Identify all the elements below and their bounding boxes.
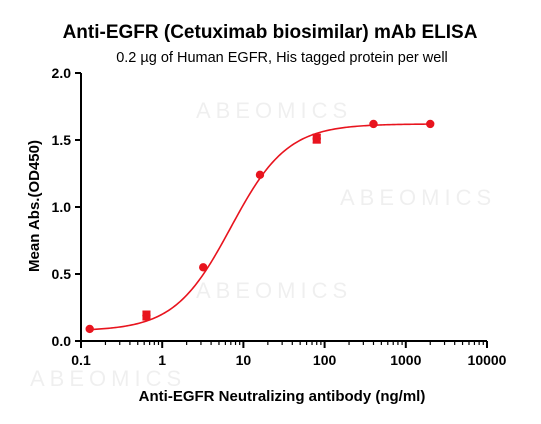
- points-layer: [85, 119, 435, 334]
- x-axis-label: Anti-EGFR Neutralizing antibody (ng/ml): [139, 388, 426, 405]
- watermark-text: ABEOMICS: [196, 98, 352, 123]
- data-point: [312, 134, 321, 143]
- data-point: [255, 170, 265, 180]
- y-axis-label: Mean Abs.(OD450): [26, 140, 43, 272]
- data-point: [142, 311, 151, 320]
- y-tick-label: 2.0: [52, 65, 72, 81]
- y-tick-label: 1.0: [52, 199, 72, 215]
- watermark-text: ABEOMICS: [196, 278, 352, 303]
- data-point: [369, 119, 378, 129]
- x-tick-label: 1: [158, 352, 166, 368]
- x-tick-label: 0.1: [71, 352, 91, 368]
- x-tick-label: 100: [313, 352, 337, 368]
- watermark-text: ABEOMICS: [30, 366, 186, 391]
- x-tick-label: 1000: [390, 352, 421, 368]
- x-tick-label: 10: [236, 352, 252, 368]
- watermark-text: ABEOMICS: [340, 185, 496, 210]
- data-point: [85, 324, 94, 334]
- data-point: [199, 263, 208, 272]
- y-tick-label: 0.5: [52, 266, 72, 282]
- x-tick-label: 10000: [468, 352, 507, 368]
- ticks: 0.0 0.5 1.0 1.5 2.0 0.1 1 10 100 1000 10000: [52, 65, 507, 368]
- chart-subtitle: 0.2 µg of Human EGFR, His tagged protein…: [116, 50, 448, 66]
- watermarks: ABEOMICS ABEOMICS ABEOMICS ABEOMICS: [30, 98, 496, 391]
- data-point: [426, 119, 435, 129]
- y-tick-label: 0.0: [52, 333, 72, 349]
- chart-title: Anti-EGFR (Cetuximab biosimilar) mAb ELI…: [63, 22, 478, 43]
- y-tick-label: 1.5: [52, 132, 72, 148]
